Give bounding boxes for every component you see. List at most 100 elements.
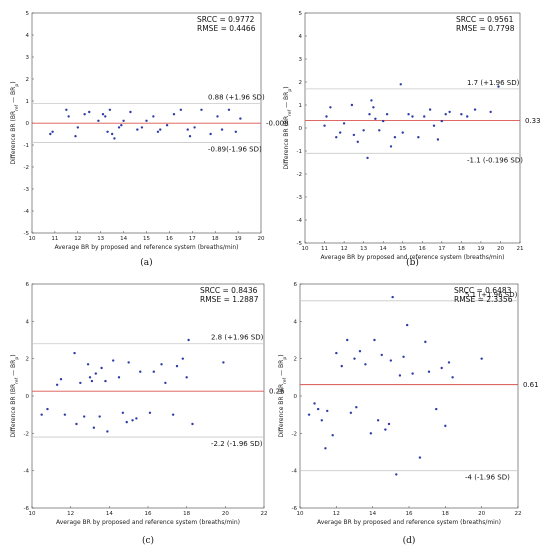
data-point [88,110,91,114]
data-point [139,370,142,373]
data-point [188,135,192,138]
data-point [76,126,80,129]
data-point [164,381,167,385]
data-point [145,119,148,123]
y-axis-label-part: — BR [278,360,285,378]
y-tick-label: -3 [297,195,303,201]
data-point [370,99,373,102]
y-tick-label: 6 [26,282,30,288]
chart-panel: 10 11 12 13 14 15 16 17 18 19 20 21-5-4-3-2-1012345… [283,11,541,268]
data-point [460,113,463,116]
x-tick-label: 12 [67,511,74,517]
data-point [220,128,224,131]
x-tick-label: 15 [399,246,406,252]
y-tick-label: -5 [24,231,30,237]
y-tick-label: 5 [299,11,303,17]
data-point [489,110,492,114]
data-point [378,129,381,132]
data-point [369,432,373,435]
chart-panel: 10 11 12 13 14 15 16 17 18 19 20-5-4-3-2-10123450.… [10,11,289,268]
data-point [117,126,121,129]
y-axis-label-subscript: ref [14,104,20,111]
srcc-label: SRCC = 0.8436 [200,286,258,295]
data-point [172,113,176,116]
data-point [40,413,43,416]
y-tick-label: 2 [26,77,30,83]
data-point [338,131,342,134]
y-axis-label-subscript: ref [14,377,20,384]
y-tick-label: 3 [299,57,303,63]
data-point [423,115,426,118]
data-point [191,422,194,426]
data-point [323,124,326,127]
data-point [326,409,329,413]
lower-limit-label: -2.2 (-1.96 SD) [211,440,263,448]
data-point [131,419,134,422]
y-tick-label: -4 [24,469,30,475]
data-point [127,361,130,364]
data-point [384,428,387,431]
data-point [67,115,70,118]
x-tick-label: 16 [419,246,426,252]
data-point [466,115,469,118]
data-point [440,366,443,370]
x-tick-label: 11 [51,236,58,242]
y-tick-label: 4 [299,34,303,40]
data-point [411,115,414,118]
data-point [117,376,121,379]
data-point [63,413,67,416]
y-tick-label: 1 [26,99,30,105]
x-tick-label: 16 [406,511,413,517]
data-point [46,407,49,411]
x-tick-label: 18 [458,246,465,252]
data-point [186,128,189,131]
data-point [129,110,132,114]
data-point [417,136,420,139]
x-tick-label: 14 [380,246,387,252]
lower-limit-label: -4 (-1.96 SD) [465,474,510,482]
y-axis-label: Difference BR (BRref — BRp) [10,81,20,164]
data-point [104,379,107,383]
y-tick-label: 3 [26,55,30,61]
x-axis-label: Average BR by proposed and reference sys… [56,519,240,526]
y-tick-label: -2 [292,431,297,437]
data-point [152,370,155,373]
data-point [156,130,160,133]
data-point [444,113,447,116]
x-tick-label: 15 [143,236,150,242]
y-tick-label: -6 [24,506,30,512]
y-tick-label: 2 [294,357,298,363]
y-axis-label-subscript: p [288,89,293,92]
data-point [358,350,362,353]
data-point [209,132,212,136]
y-axis-label-part: ) [10,354,17,356]
data-point [355,406,358,409]
data-point [401,131,404,134]
data-point [342,122,346,125]
data-point [380,353,383,357]
x-tick-label: 12 [74,236,81,242]
data-point [159,128,162,131]
data-point [83,113,86,116]
y-tick-label: -6 [292,506,298,512]
y-tick-label: -4 [297,218,303,224]
data-point [374,117,377,121]
rmse-label: RMSE = 0.7798 [456,24,515,33]
x-tick-label: 17 [438,246,445,252]
data-point [440,119,444,123]
data-point [181,357,184,360]
y-axis-label-part: — BR [283,92,290,110]
data-point [148,411,152,414]
x-tick-label: 16 [145,511,152,517]
x-axis-label: Average BR by proposed and reference sys… [321,254,505,261]
y-tick-label: -2 [297,172,302,178]
data-point [389,359,393,362]
data-point [372,106,375,109]
x-tick-label: 14 [106,511,113,517]
data-point [75,422,78,426]
data-point [108,108,112,112]
srcc-label: SRCC = 0.9772 [197,15,255,24]
data-point [160,363,163,366]
x-tick-label: 20 [258,236,265,242]
